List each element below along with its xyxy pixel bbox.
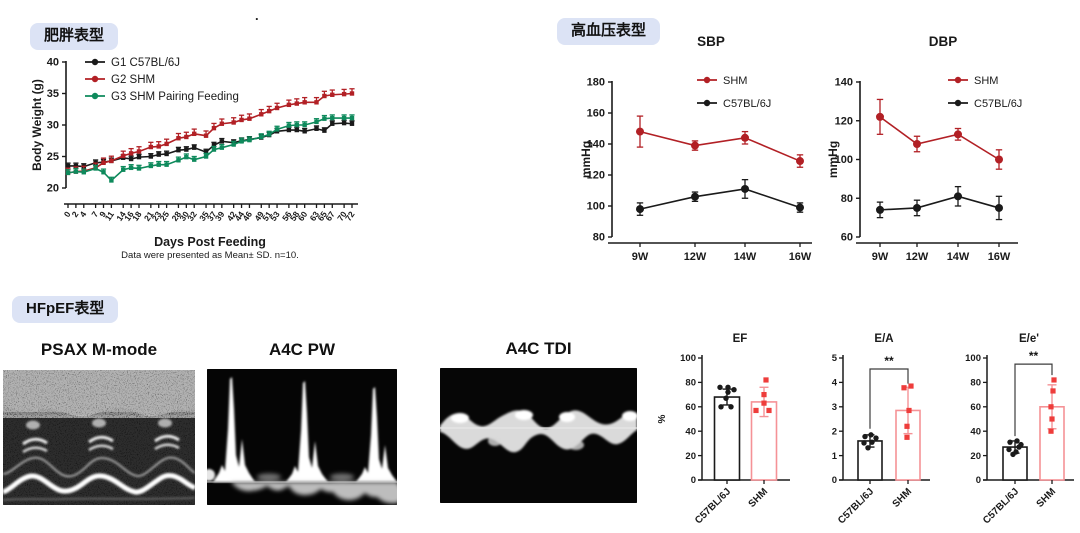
svg-text:7: 7 <box>89 209 100 219</box>
svg-text:C57BL/6J: C57BL/6J <box>693 486 733 526</box>
svg-text:80: 80 <box>685 378 696 389</box>
svg-text:9W: 9W <box>632 251 649 263</box>
svg-text:12W: 12W <box>684 251 707 263</box>
svg-text:0: 0 <box>62 209 73 219</box>
a4c-tdi-title: A4C TDI <box>505 339 572 358</box>
svg-text:72: 72 <box>343 209 357 223</box>
svg-text:16W: 16W <box>988 251 1011 263</box>
svg-text:%: % <box>657 414 668 423</box>
stray-dot: . <box>255 8 259 23</box>
svg-text:G2 SHM: G2 SHM <box>111 74 155 86</box>
svg-text:C57BL/6J: C57BL/6J <box>836 486 876 526</box>
svg-text:Data were presented as Mean± S: Data were presented as Mean± SD. n=10. <box>121 250 299 261</box>
svg-text:40: 40 <box>685 426 696 437</box>
svg-text:SHM: SHM <box>723 75 747 87</box>
svg-text:4: 4 <box>832 378 838 389</box>
svg-text:140: 140 <box>587 139 605 151</box>
svg-text:100: 100 <box>680 353 696 364</box>
svg-text:80: 80 <box>593 232 605 244</box>
psax-mmode-image <box>3 370 195 505</box>
svg-text:120: 120 <box>835 115 853 127</box>
svg-text:0: 0 <box>691 475 696 486</box>
svg-text:5: 5 <box>832 353 838 364</box>
svg-text:9W: 9W <box>872 251 889 263</box>
svg-text:DBP: DBP <box>929 34 958 49</box>
svg-text:0: 0 <box>976 475 981 486</box>
svg-text:9: 9 <box>97 209 108 219</box>
svg-text:60: 60 <box>841 232 853 244</box>
svg-text:20: 20 <box>970 451 981 462</box>
svg-text:20: 20 <box>685 451 696 462</box>
a4c-pw-image <box>207 369 397 505</box>
svg-text:80: 80 <box>970 378 981 389</box>
ea-bar-chart: E/A 0 1 2 3 4 5 C57BL/6J SHM ** <box>832 333 930 526</box>
svg-text:mmHg: mmHg <box>579 141 593 178</box>
a4c-tdi-image <box>440 368 637 503</box>
svg-text:4: 4 <box>78 209 89 219</box>
svg-text:**: ** <box>884 354 894 368</box>
a4c-pw-title: A4C PW <box>268 340 336 359</box>
svg-text:25: 25 <box>47 151 59 163</box>
svg-text:20: 20 <box>47 183 59 195</box>
svg-text:35: 35 <box>47 88 59 100</box>
svg-text:EF: EF <box>733 333 748 345</box>
svg-text:40: 40 <box>970 426 981 437</box>
svg-text:SHM: SHM <box>1035 486 1059 510</box>
svg-text:100: 100 <box>965 353 981 364</box>
svg-text:16W: 16W <box>789 251 812 263</box>
svg-text:12W: 12W <box>906 251 929 263</box>
svg-text:160: 160 <box>587 108 605 120</box>
obesity-section-label: 肥胖表型 <box>30 23 119 50</box>
svg-text:100: 100 <box>587 201 605 213</box>
svg-text:G3 SHM Pairing Feeding: G3 SHM Pairing Feeding <box>111 91 239 103</box>
svg-text:SBP: SBP <box>697 34 725 49</box>
svg-text:mmHg: mmHg <box>826 141 840 178</box>
hypertension-section-label: 高血压表型 <box>557 18 661 45</box>
svg-text:80: 80 <box>841 193 853 205</box>
svg-text:SHM: SHM <box>747 486 771 510</box>
ee-prime-bar-chart: E/e' 0 20 40 60 80 100 C57BL/6J SHM ** <box>965 333 1074 526</box>
svg-text:G1 C57BL/6J: G1 C57BL/6J <box>111 57 180 69</box>
svg-text:E/A: E/A <box>874 333 893 345</box>
svg-text:SHM: SHM <box>974 75 998 87</box>
svg-text:C57BL/6J: C57BL/6J <box>723 98 771 110</box>
svg-text:C57BL/6J: C57BL/6J <box>981 486 1021 526</box>
svg-text:60: 60 <box>685 402 696 413</box>
svg-text:140: 140 <box>835 77 853 89</box>
svg-text:60: 60 <box>970 402 981 413</box>
svg-text:C57BL/6J: C57BL/6J <box>974 98 1022 110</box>
psax-mmode-title: PSAX M-mode <box>40 340 158 359</box>
svg-text:2: 2 <box>832 426 837 437</box>
svg-text:1: 1 <box>832 451 838 462</box>
svg-text:100: 100 <box>835 154 853 166</box>
ef-bar-chart: EF 0 20 40 60 80 100% C57BL/6J SHM <box>657 333 790 526</box>
svg-text:E/e': E/e' <box>1019 333 1039 345</box>
svg-text:3: 3 <box>832 402 837 413</box>
svg-text:40: 40 <box>47 57 59 69</box>
svg-text:14W: 14W <box>947 251 970 263</box>
svg-text:Days Post Feeding: Days Post Feeding <box>154 235 266 249</box>
svg-text:Body Weight (g): Body Weight (g) <box>30 79 44 171</box>
dbp-chart: DBP 60 80 100 120 140 mmHg 9W 12W 14W 16W SHM C57BL/… <box>826 34 1022 263</box>
svg-text:180: 180 <box>587 77 605 89</box>
svg-text:120: 120 <box>587 170 605 182</box>
svg-text:**: ** <box>1029 349 1039 363</box>
sbp-chart: SBP 80 100 120 140 160 180 mmHg 9W 12W 14W 16W SHM C5… <box>579 34 812 263</box>
svg-text:2: 2 <box>70 209 81 219</box>
svg-text:SHM: SHM <box>891 486 915 510</box>
svg-text:14W: 14W <box>734 251 757 263</box>
svg-text:30: 30 <box>47 120 59 132</box>
hfpef-section-label: HFpEF表型 <box>12 296 119 323</box>
svg-text:0: 0 <box>832 475 837 486</box>
